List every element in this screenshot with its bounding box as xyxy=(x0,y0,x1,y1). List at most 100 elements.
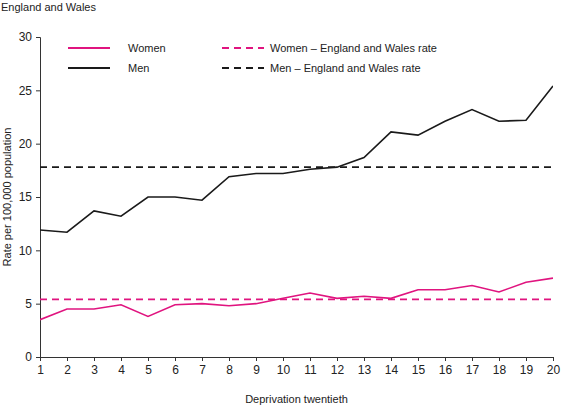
x-tick: 15 xyxy=(412,357,426,377)
tick-mark xyxy=(472,357,473,361)
tick-label: 16 xyxy=(439,363,453,377)
legend-swatch xyxy=(68,67,110,69)
tick-label: 14 xyxy=(385,363,399,377)
x-tick: 3 xyxy=(91,357,98,377)
tick-mark xyxy=(553,357,554,361)
axis-line xyxy=(41,358,554,362)
tick-mark xyxy=(94,357,95,361)
tick-mark xyxy=(36,90,40,91)
y-axis: 0 5 10 15 20 25 30 xyxy=(19,30,41,364)
tick-label: 20 xyxy=(19,137,33,151)
legend-label: Women xyxy=(128,42,166,54)
tick-label: 11 xyxy=(304,363,317,377)
tick-label: 4 xyxy=(118,363,125,377)
tick-mark xyxy=(310,357,311,361)
tick-mark xyxy=(256,357,257,361)
y-tick: 20 xyxy=(19,137,40,151)
x-tick: 12 xyxy=(331,357,345,377)
tick-mark xyxy=(175,357,176,361)
series-line xyxy=(40,166,553,168)
x-tick: 20 xyxy=(547,357,561,377)
y-tick: 15 xyxy=(19,190,40,204)
tick-label: 2 xyxy=(64,363,71,377)
x-tick: 18 xyxy=(493,357,507,377)
tick-label: 0 xyxy=(25,350,32,364)
tick-label: 9 xyxy=(253,363,260,377)
y-axis-title: Rate per 100,000 population xyxy=(1,128,13,267)
tick-label: 13 xyxy=(358,363,372,377)
legend-swatch xyxy=(222,67,264,69)
tick-label: 1 xyxy=(37,363,44,377)
tick-label: 10 xyxy=(277,363,291,377)
legend-item: Men – England and Wales rate xyxy=(222,62,421,74)
x-tick: 13 xyxy=(358,357,372,377)
tick-mark xyxy=(67,357,68,361)
tick-label: 3 xyxy=(91,363,98,377)
title: England and Wales xyxy=(1,1,96,13)
y-tick: 25 xyxy=(19,84,40,98)
x-tick: 17 xyxy=(466,357,480,377)
tick-label: 7 xyxy=(199,363,206,377)
tick-mark xyxy=(36,250,40,251)
tick-label: 18 xyxy=(493,363,507,377)
tick-mark xyxy=(229,357,230,361)
x-tick: 19 xyxy=(520,357,534,377)
tick-label: 25 xyxy=(19,84,33,98)
tick-label: 17 xyxy=(466,363,480,377)
tick-mark xyxy=(499,357,500,361)
tick-label: 5 xyxy=(145,363,152,377)
x-axis-title: Deprivation twentieth xyxy=(245,393,348,405)
y-tick: 30 xyxy=(19,30,40,44)
chart: England and Wales05101520253012345678910… xyxy=(0,0,563,418)
y-tick: 5 xyxy=(25,297,40,311)
tick-mark xyxy=(121,357,122,361)
tick-mark xyxy=(36,37,40,38)
series-line xyxy=(40,299,553,301)
series-line xyxy=(40,278,553,320)
series-line xyxy=(40,86,553,232)
legend-item: Men xyxy=(68,62,149,74)
x-tick: 7 xyxy=(199,357,206,377)
tick-label: 30 xyxy=(19,30,33,44)
tick-mark xyxy=(36,304,40,305)
tick-mark xyxy=(283,357,284,361)
x-tick: 8 xyxy=(226,357,233,377)
tick-mark xyxy=(364,357,365,361)
tick-mark xyxy=(526,357,527,361)
legend-item: Women – England and Wales rate xyxy=(222,42,437,54)
tick-mark xyxy=(148,357,149,361)
y-tick: 10 xyxy=(19,244,40,258)
legend-label: Men xyxy=(128,62,149,74)
tick-mark xyxy=(36,197,40,198)
x-tick: 6 xyxy=(172,357,179,377)
x-tick: 11 xyxy=(304,357,317,377)
tick-mark xyxy=(36,144,40,145)
legend-item: Women xyxy=(68,42,166,54)
tick-mark xyxy=(337,357,338,361)
tick-label: 15 xyxy=(412,363,426,377)
x-tick: 16 xyxy=(439,357,453,377)
legend-swatch xyxy=(68,47,110,49)
x-tick: 2 xyxy=(64,357,71,377)
x-tick: 1 xyxy=(37,357,44,377)
tick-mark xyxy=(445,357,446,361)
tick-label: 5 xyxy=(25,297,32,311)
legend-label: Women – England and Wales rate xyxy=(270,42,437,54)
tick-label: 8 xyxy=(226,363,233,377)
tick-label: 12 xyxy=(331,363,345,377)
x-tick: 10 xyxy=(277,357,291,377)
tick-mark xyxy=(40,357,41,361)
tick-mark xyxy=(391,357,392,361)
lines xyxy=(40,86,553,320)
x-tick: 9 xyxy=(253,357,260,377)
tick-label: 20 xyxy=(547,363,561,377)
tick-label: 6 xyxy=(172,363,179,377)
legend-swatch xyxy=(222,47,264,49)
x-tick: 14 xyxy=(385,357,399,377)
x-axis: 1234567891011121314151617181920 xyxy=(37,357,560,377)
tick-mark xyxy=(36,357,40,358)
tick-label: 10 xyxy=(19,244,33,258)
legend-label: Men – England and Wales rate xyxy=(270,62,421,74)
tick-label: 19 xyxy=(520,363,534,377)
x-tick: 4 xyxy=(118,357,125,377)
